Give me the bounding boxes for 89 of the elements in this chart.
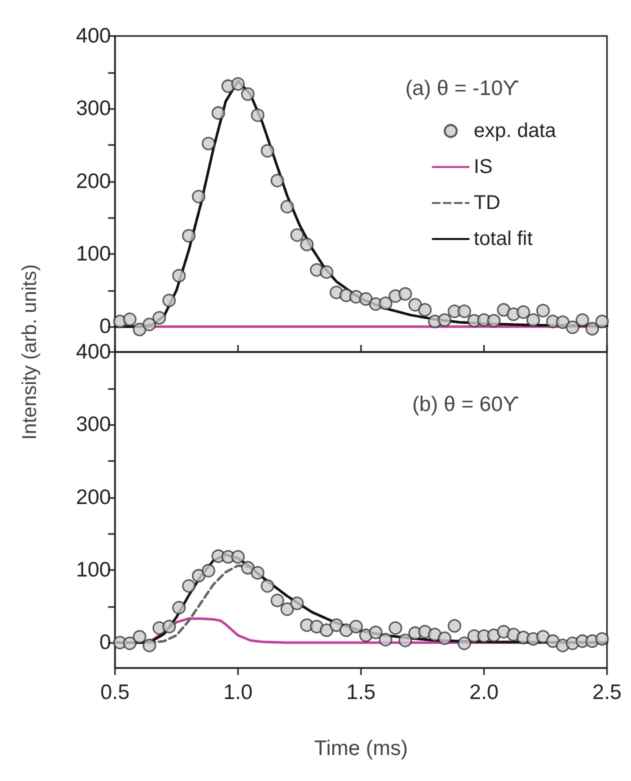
point <box>162 294 176 308</box>
x-tick-label: 2.5 <box>592 681 622 704</box>
point <box>250 108 264 122</box>
point <box>595 632 609 646</box>
y-tick-label: 200 <box>76 486 111 509</box>
point <box>192 568 206 582</box>
point <box>270 174 284 188</box>
y-tick-label: 100 <box>76 242 111 266</box>
point <box>536 630 550 644</box>
point <box>458 636 472 650</box>
point <box>231 550 245 564</box>
point <box>310 620 324 634</box>
point <box>280 200 294 214</box>
x-tick-label: 2.0 <box>469 681 499 704</box>
y-tick-label: 0 <box>99 315 111 338</box>
point <box>162 620 176 634</box>
point <box>458 304 472 318</box>
point <box>595 314 609 328</box>
point <box>378 632 392 646</box>
point <box>300 238 314 252</box>
legend-label: TD <box>474 192 500 214</box>
legend-label: total fit <box>474 228 534 250</box>
point <box>250 566 264 580</box>
point <box>182 229 196 243</box>
y-tick-label: 300 <box>76 97 111 120</box>
point <box>231 77 245 91</box>
y-tick-label: 200 <box>76 170 111 193</box>
point <box>132 322 146 336</box>
x-tick-label: 1.5 <box>346 681 376 704</box>
point <box>526 313 540 327</box>
point <box>398 287 412 301</box>
point <box>330 618 344 632</box>
point <box>516 305 530 319</box>
point <box>202 136 216 150</box>
point <box>290 596 304 610</box>
point <box>241 87 255 101</box>
x-tick-label: 0.5 <box>100 681 130 704</box>
point <box>438 631 452 645</box>
y-tick-label: 0 <box>99 631 111 654</box>
point <box>438 313 452 327</box>
point <box>320 265 334 279</box>
point <box>142 638 156 652</box>
point <box>340 623 353 637</box>
point <box>576 313 590 327</box>
point <box>566 320 580 334</box>
point <box>556 315 570 329</box>
point <box>182 579 196 593</box>
point <box>192 190 206 204</box>
point <box>290 228 304 242</box>
point <box>536 304 550 318</box>
point <box>388 621 402 635</box>
point <box>212 106 226 120</box>
point <box>123 312 137 326</box>
point <box>349 620 363 634</box>
point <box>270 594 284 608</box>
point <box>172 600 186 614</box>
point <box>378 296 392 310</box>
legend-label: IS <box>474 156 493 178</box>
annotation: (a) θ = -10ϒ <box>405 77 519 100</box>
point <box>123 636 137 650</box>
point <box>546 634 560 648</box>
y-tick-label: 400 <box>76 340 111 364</box>
point <box>260 144 274 158</box>
x-tick-label: 1.0 <box>223 681 253 704</box>
point <box>448 619 462 633</box>
point <box>142 318 156 332</box>
point <box>152 311 166 325</box>
point <box>132 630 146 644</box>
y-tick-label: 300 <box>76 413 111 436</box>
point <box>586 322 599 336</box>
point <box>241 561 255 574</box>
y-tick-label: 100 <box>76 558 111 582</box>
point <box>398 634 412 648</box>
point <box>172 268 186 282</box>
point <box>359 292 373 306</box>
point <box>320 623 334 637</box>
legend-label: exp. data <box>474 120 557 142</box>
point <box>496 303 510 317</box>
y-axis-title: Intensity (arb. units) <box>19 264 41 440</box>
point <box>280 602 294 616</box>
point <box>202 564 216 578</box>
annotation: (b) θ = 60ϒ <box>412 393 520 416</box>
point <box>260 579 274 593</box>
x-axis-title: Time (ms) <box>314 737 408 760</box>
point <box>408 298 422 312</box>
point <box>418 303 432 317</box>
point <box>487 314 501 328</box>
y-tick-label: 400 <box>76 24 111 48</box>
point <box>369 626 383 640</box>
